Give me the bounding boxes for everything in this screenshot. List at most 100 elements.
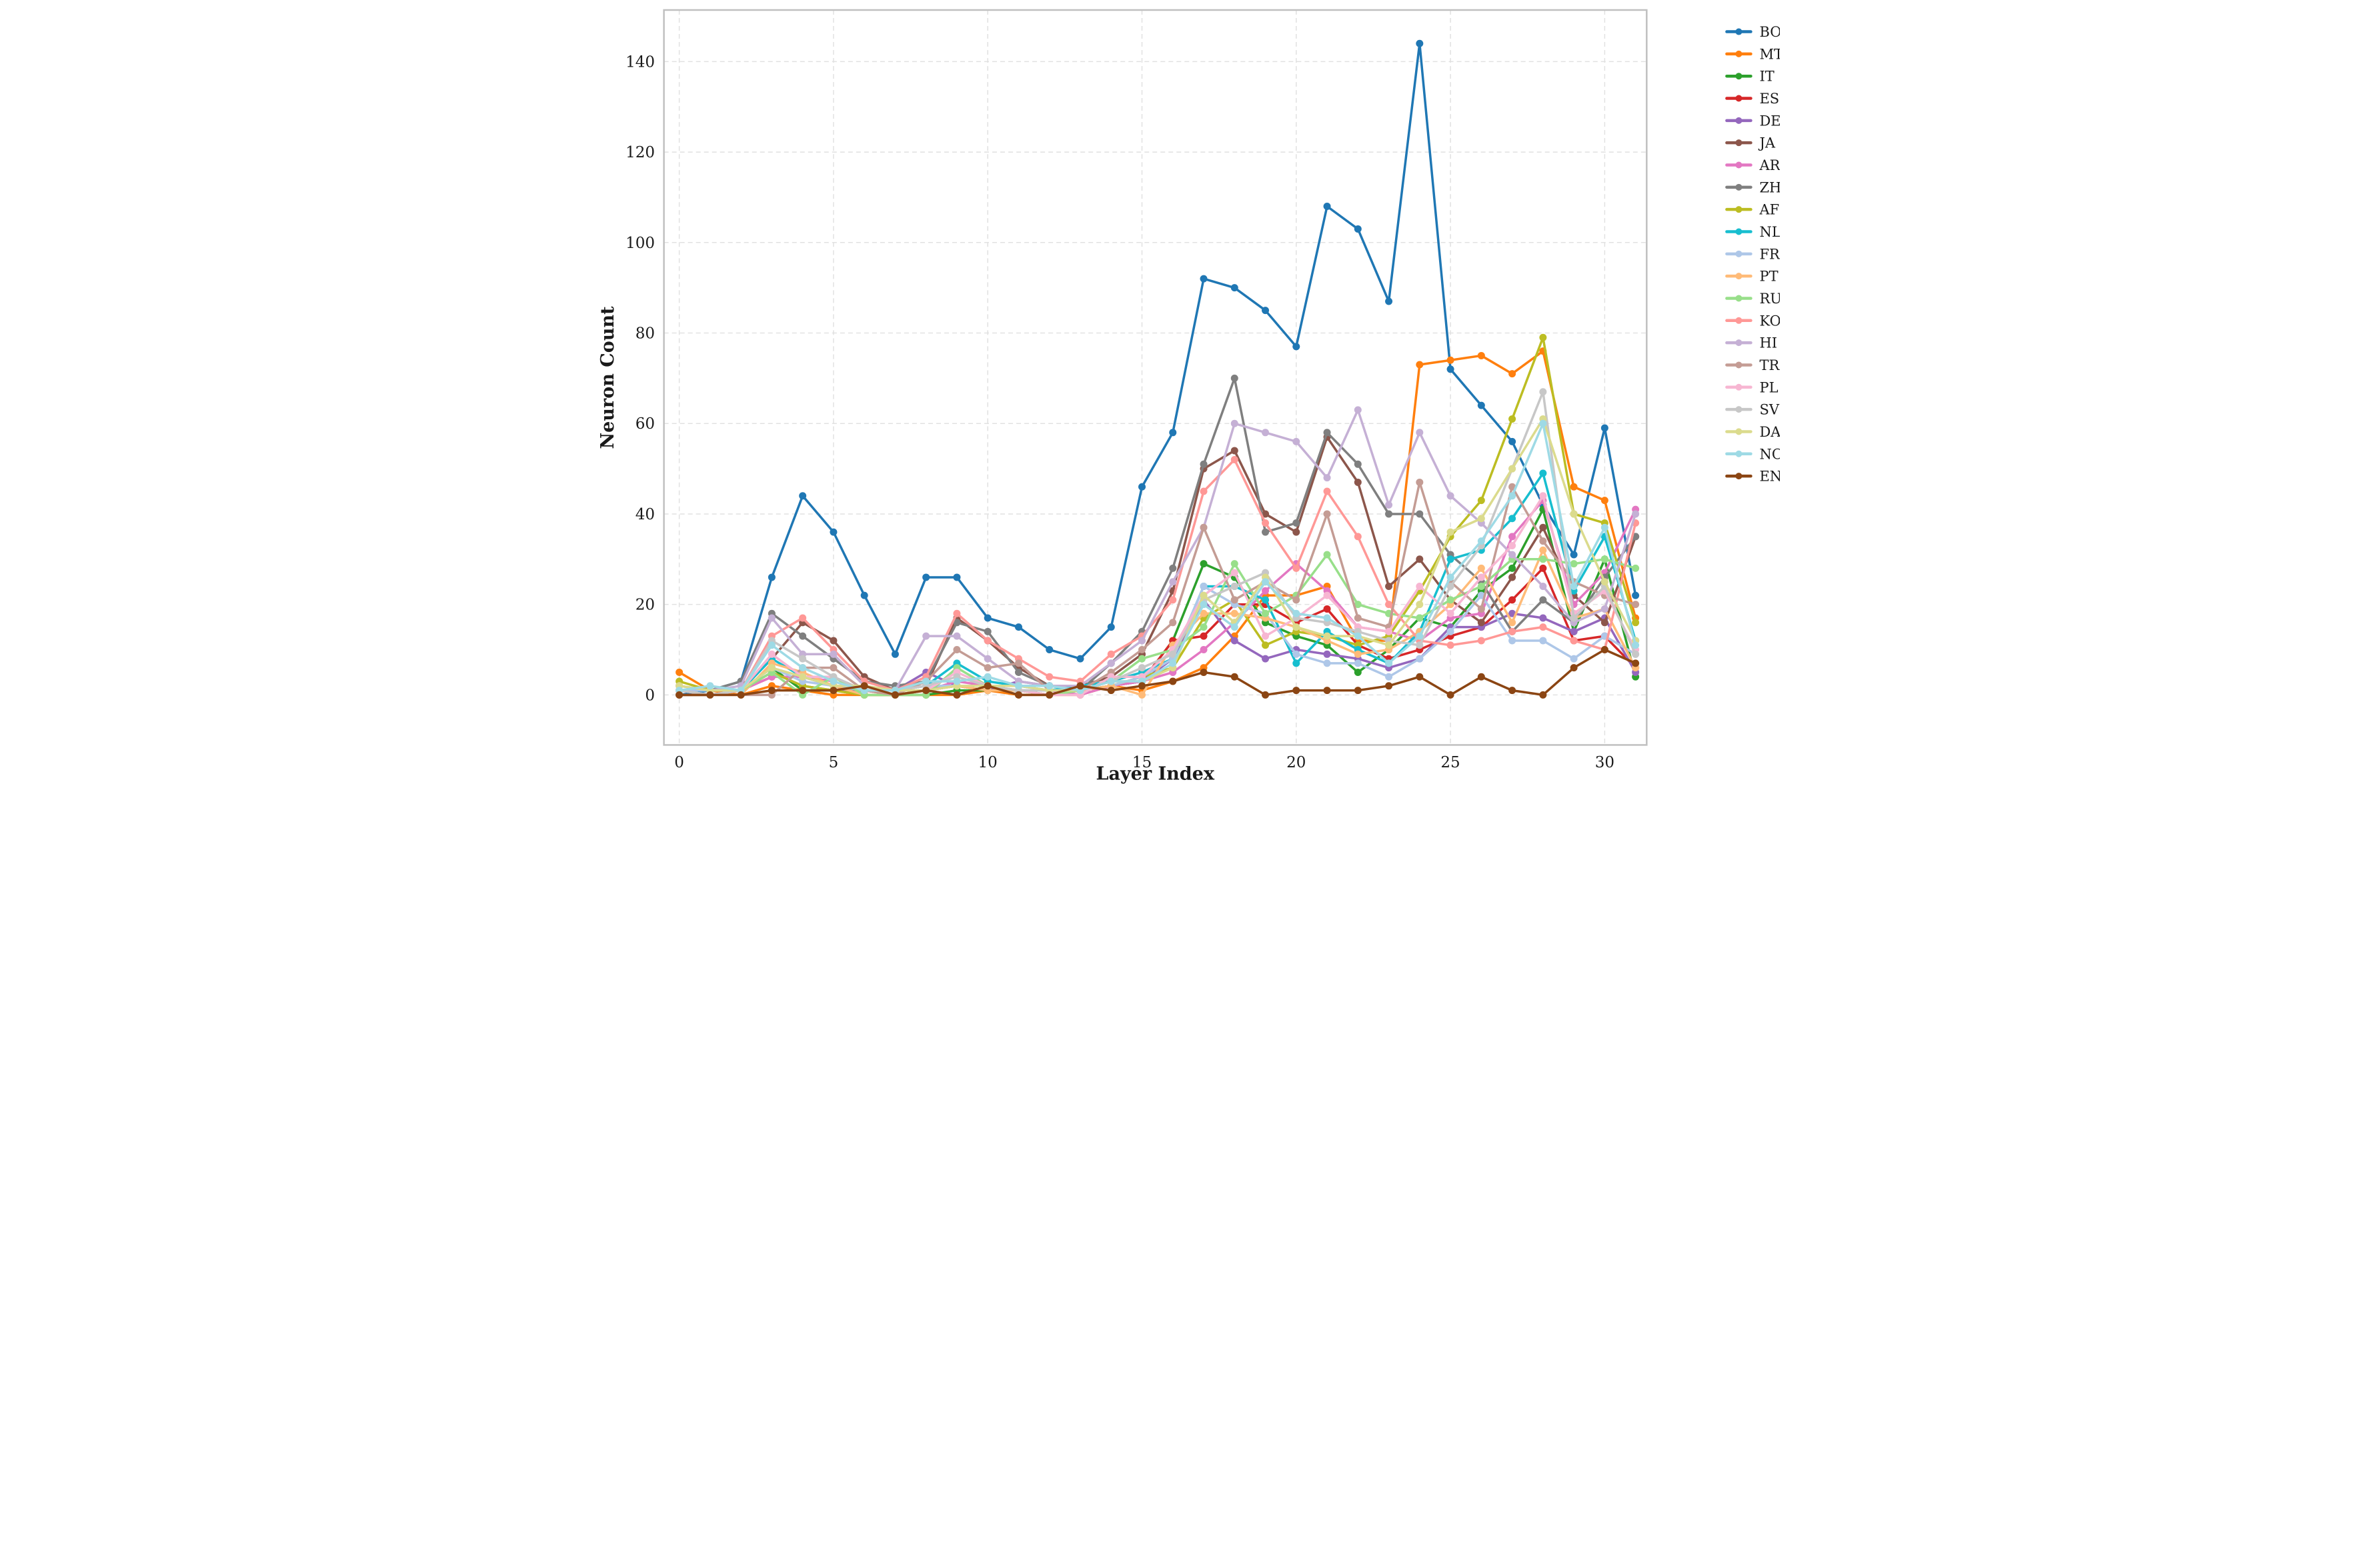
legend-label-NO: NO bbox=[1759, 445, 1780, 462]
marker-FR-layer-24 bbox=[1415, 655, 1423, 663]
marker-SV-layer-24 bbox=[1415, 641, 1423, 649]
series-line-KO bbox=[678, 458, 1636, 697]
marker-NO-layer-4 bbox=[798, 664, 806, 672]
legend-swatch-marker-KO bbox=[1734, 317, 1742, 324]
marker-AR-layer-27 bbox=[1508, 533, 1516, 541]
marker-JA-layer-30 bbox=[1600, 619, 1608, 627]
marker-NO-layer-24 bbox=[1415, 632, 1423, 640]
marker-RU-layer-30 bbox=[1600, 555, 1608, 563]
legend-label-PL: PL bbox=[1759, 379, 1778, 395]
marker-RU-layer-21 bbox=[1323, 551, 1331, 559]
marker-DA-layer-26 bbox=[1477, 515, 1485, 523]
legend-swatch-marker-TR bbox=[1734, 361, 1742, 369]
marker-PT-layer-28 bbox=[1538, 546, 1546, 554]
legend-label-KO: KO bbox=[1759, 312, 1780, 329]
x-tick-30: 30 bbox=[1594, 754, 1614, 771]
marker-HI-layer-3 bbox=[768, 614, 776, 622]
marker-ES-layer-17 bbox=[1200, 632, 1208, 640]
marker-ES-layer-21 bbox=[1323, 605, 1331, 613]
marker-HI-layer-25 bbox=[1446, 492, 1454, 500]
x-tick-25: 25 bbox=[1440, 754, 1460, 771]
legend-item-FR: FR bbox=[1724, 245, 1780, 262]
marker-RU-layer-17 bbox=[1200, 623, 1208, 631]
marker-BO-layer-22 bbox=[1354, 225, 1362, 233]
series-line-DA bbox=[678, 417, 1636, 692]
series-line-BO bbox=[678, 42, 1636, 697]
marker-JA-layer-20 bbox=[1292, 528, 1300, 536]
marker-ZH-layer-24 bbox=[1415, 510, 1423, 518]
marker-PL-layer-21 bbox=[1323, 591, 1331, 599]
marker-BO-layer-4 bbox=[798, 492, 806, 500]
y-tick-0: 0 bbox=[645, 687, 655, 704]
legend-swatch-marker-DA bbox=[1734, 428, 1742, 435]
marker-BO-layer-16 bbox=[1168, 429, 1176, 437]
marker-PL-layer-3 bbox=[768, 650, 776, 658]
marker-HI-layer-27 bbox=[1508, 551, 1516, 559]
marker-HI-layer-30 bbox=[1600, 605, 1608, 613]
marker-BO-layer-30 bbox=[1600, 424, 1608, 432]
legend-label-NL: NL bbox=[1759, 223, 1780, 240]
marker-KO-layer-26 bbox=[1477, 637, 1485, 645]
marker-EN-layer-15 bbox=[1138, 682, 1146, 690]
series-layer bbox=[675, 39, 1639, 699]
marker-EN-layer-23 bbox=[1384, 682, 1392, 690]
marker-FR-layer-28 bbox=[1538, 637, 1546, 645]
marker-FR-layer-25 bbox=[1446, 627, 1454, 635]
marker-SV-layer-16 bbox=[1168, 650, 1176, 658]
marker-KO-layer-14 bbox=[1107, 650, 1115, 658]
marker-EN-layer-29 bbox=[1570, 664, 1578, 672]
plot-border bbox=[662, 9, 1648, 746]
marker-PL-layer-19 bbox=[1261, 632, 1269, 640]
marker-SV-layer-29 bbox=[1570, 614, 1578, 622]
marker-HI-layer-21 bbox=[1323, 474, 1331, 482]
marker-HI-layer-20 bbox=[1292, 437, 1300, 445]
legend: BO MT IT ES DE JA AR ZH AF NL FR PT RU KO HI TR PL SV DA NO… bbox=[1724, 23, 1780, 485]
marker-HI-layer-28 bbox=[1538, 583, 1546, 591]
marker-TR-layer-21 bbox=[1323, 510, 1331, 518]
marker-TR-layer-22 bbox=[1354, 614, 1362, 622]
marker-EN-layer-13 bbox=[1076, 682, 1084, 690]
marker-ZH-layer-28 bbox=[1538, 596, 1546, 604]
legend-item-KO: KO bbox=[1724, 312, 1780, 329]
marker-KO-layer-19 bbox=[1261, 519, 1269, 527]
series-line-PT bbox=[678, 549, 1636, 697]
marker-KO-layer-20 bbox=[1292, 564, 1300, 572]
legend-item-MT: MT bbox=[1724, 45, 1780, 62]
marker-EN-layer-30 bbox=[1600, 646, 1608, 654]
marker-NO-layer-25 bbox=[1446, 573, 1454, 581]
legend-swatch-marker-ES bbox=[1734, 95, 1742, 102]
marker-ZH-layer-4 bbox=[798, 632, 806, 640]
marker-DA-layer-30 bbox=[1600, 578, 1608, 586]
marker-EN-layer-6 bbox=[860, 682, 868, 690]
x-tick-20: 20 bbox=[1286, 754, 1306, 771]
series-EN bbox=[675, 646, 1639, 699]
marker-DA-layer-27 bbox=[1508, 465, 1516, 473]
marker-NO-layer-23 bbox=[1384, 659, 1392, 667]
marker-ZH-layer-20 bbox=[1292, 519, 1300, 527]
marker-TR-layer-15 bbox=[1138, 646, 1146, 654]
legend-item-SV: SV bbox=[1724, 401, 1779, 418]
marker-TR-layer-26 bbox=[1477, 605, 1485, 613]
marker-DE-layer-29 bbox=[1570, 627, 1578, 635]
marker-NO-layer-26 bbox=[1477, 537, 1485, 545]
legend-label-ES: ES bbox=[1759, 90, 1779, 107]
marker-PT-layer-26 bbox=[1477, 564, 1485, 572]
marker-JA-layer-23 bbox=[1384, 583, 1392, 591]
legend-item-ZH: ZH bbox=[1724, 179, 1780, 195]
axes-spines bbox=[662, 9, 1648, 746]
marker-ZH-layer-19 bbox=[1261, 528, 1269, 536]
y-tick-40: 40 bbox=[635, 506, 654, 523]
marker-TR-layer-10 bbox=[984, 664, 992, 672]
marker-BO-layer-7 bbox=[891, 650, 899, 658]
legend-swatch-marker-PL bbox=[1734, 383, 1742, 391]
marker-RU-layer-29 bbox=[1570, 560, 1578, 568]
marker-BO-layer-24 bbox=[1415, 39, 1423, 47]
marker-NO-layer-20 bbox=[1292, 609, 1300, 617]
marker-EN-layer-27 bbox=[1508, 687, 1516, 695]
legend-label-HI: HI bbox=[1759, 335, 1777, 351]
marker-EN-layer-11 bbox=[1014, 691, 1022, 699]
marker-HI-layer-23 bbox=[1384, 501, 1392, 509]
legend-item-RU: RU bbox=[1724, 290, 1780, 307]
marker-MT-layer-30 bbox=[1600, 497, 1608, 505]
marker-FR-layer-29 bbox=[1570, 655, 1578, 663]
